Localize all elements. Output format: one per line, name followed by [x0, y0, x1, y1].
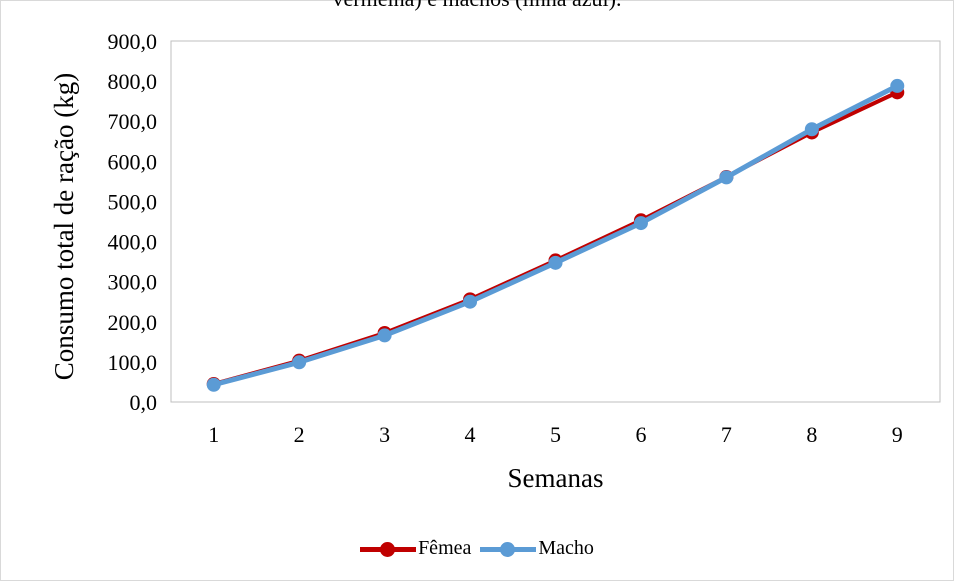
legend-label-femea: Fêmea [418, 537, 472, 559]
y-tick-label: 400,0 [108, 230, 158, 255]
y-tick-label: 200,0 [108, 310, 158, 335]
legend-swatch-macho [480, 539, 537, 559]
figure-caption: vermelha) e machos (linha azul). [0, 0, 954, 12]
y-axis-label: Consumo total de ração (kg) [49, 73, 79, 380]
legend-item-macho: Macho [480, 537, 594, 560]
x-tick-label: 9 [892, 422, 903, 447]
x-tick-label: 3 [379, 422, 390, 447]
x-tick-label: 7 [721, 422, 732, 447]
data-point-macho [377, 328, 392, 343]
data-point-macho [804, 122, 819, 137]
x-tick-label: 4 [465, 422, 476, 447]
legend: Fêmea Macho [0, 537, 954, 565]
plot-area [170, 40, 941, 403]
y-tick-label: 500,0 [108, 189, 158, 214]
series-line-macho [213, 83, 899, 388]
y-tick-label: 600,0 [108, 149, 158, 174]
y-tick-label: 900,0 [108, 29, 158, 54]
x-axis-label: Semanas [508, 463, 604, 493]
x-tick-label: 2 [294, 422, 305, 447]
y-tick-label: 800,0 [108, 69, 158, 94]
data-point-macho [719, 170, 734, 185]
data-point-macho [206, 377, 221, 392]
y-tick-label: 0,0 [130, 390, 158, 415]
x-tick-label: 6 [635, 422, 646, 447]
data-point-macho [463, 294, 478, 309]
y-tick-label: 300,0 [108, 270, 158, 295]
legend-item-femea: Fêmea [360, 537, 471, 560]
x-tick-label: 5 [550, 422, 561, 447]
legend-swatch-femea [360, 539, 417, 559]
data-point-macho [633, 216, 648, 231]
data-point-macho [548, 255, 563, 270]
data-point-macho [890, 78, 905, 93]
x-tick-label: 1 [208, 422, 219, 447]
legend-label-macho: Macho [538, 537, 594, 559]
y-tick-label: 700,0 [108, 109, 158, 134]
data-point-macho [292, 355, 307, 370]
x-tick-label: 8 [806, 422, 817, 447]
y-tick-label: 100,0 [108, 350, 158, 375]
